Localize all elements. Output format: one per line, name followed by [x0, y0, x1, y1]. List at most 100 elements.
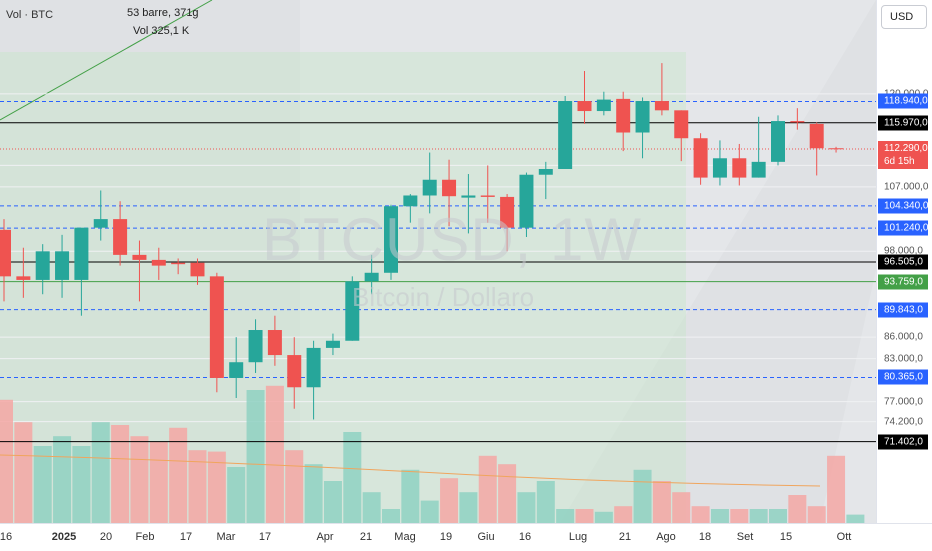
time-tick-label: Ago [656, 531, 676, 543]
candle [635, 97, 650, 159]
candle-body [0, 229, 11, 277]
candle-body [654, 101, 669, 111]
volume-bar [749, 509, 768, 523]
candle-body [732, 158, 747, 178]
candle [287, 337, 302, 409]
countdown-label: 6d 15h [884, 156, 915, 168]
candle [712, 140, 727, 186]
candle [558, 96, 573, 170]
candle-body [16, 276, 31, 280]
price-tick-label: 77.000,0 [884, 396, 923, 408]
candle [790, 108, 805, 130]
candle [461, 174, 476, 234]
price-level-tag: 112.290,0 6d 15h [878, 141, 928, 170]
candle [74, 227, 89, 316]
candles [0, 63, 844, 420]
volume-bar [91, 422, 110, 523]
candle [500, 194, 515, 252]
candle-body [325, 340, 340, 348]
time-tick-label: 16 [0, 531, 13, 543]
candle-body [577, 101, 592, 112]
currency-button[interactable]: USD [881, 5, 927, 29]
grid-lines [0, 93, 876, 423]
price-level-tag: 118.940,0 [878, 93, 928, 109]
candle-body [229, 362, 244, 378]
time-tick-label: 15 [779, 531, 793, 543]
candle-body [132, 254, 147, 260]
time-tick-label: 18 [698, 531, 712, 543]
candlestick-chart[interactable] [0, 0, 876, 523]
volume-bar [691, 506, 710, 523]
volume-indicator-label: Vol · BTC [6, 9, 54, 21]
time-tick-label: 16 [518, 531, 532, 543]
time-tick-label: 19 [439, 531, 453, 543]
time-tick-label: Mar [216, 531, 236, 543]
volume-bars [0, 385, 865, 523]
candle [403, 194, 418, 223]
candle-body [171, 262, 186, 265]
candle-body [384, 206, 398, 273]
time-tick-label: 20 [99, 531, 113, 543]
volume-bar [207, 451, 226, 523]
volume-bar [478, 455, 497, 523]
price-level-tag: 93.759,0 [878, 274, 928, 290]
volume-bar [594, 511, 613, 523]
candle [267, 315, 282, 366]
candle [480, 165, 495, 223]
volume-bar [169, 427, 188, 523]
candle [364, 254, 379, 295]
volume-bar [614, 506, 633, 523]
candle [693, 133, 708, 185]
volume-bar [362, 492, 381, 523]
volume-bar [343, 432, 362, 523]
time-tick-label: 21 [618, 531, 632, 543]
candle [577, 70, 592, 124]
candle [93, 190, 108, 241]
price-level-tag: 71.402,0 [878, 434, 928, 450]
candle [248, 319, 263, 373]
time-tick-label: 2025 [51, 531, 77, 543]
volume-bar [788, 495, 807, 523]
price-tick-label: 107.000,0 [884, 181, 929, 193]
candle-body [751, 161, 766, 178]
volume-bar [517, 492, 536, 523]
time-tick-label: 17 [258, 531, 272, 543]
range-info: 53 barre, 371g [127, 7, 199, 19]
volume-bar [556, 509, 575, 523]
candle-body [267, 330, 282, 356]
candle-body [190, 262, 205, 277]
chart-plot-area[interactable]: Vol · BTC 53 barre, 371g Vol 325,1 K BTC… [0, 0, 876, 523]
volume-bar [459, 492, 478, 523]
price-level-tag: 115.970,0 [878, 115, 928, 131]
volume-bar [769, 509, 787, 523]
time-axis[interactable] [0, 523, 932, 551]
candle-body [151, 259, 166, 266]
price-level-tag: 101.240,0 [878, 220, 929, 236]
price-tick-label: 74.200,0 [884, 416, 923, 428]
volume-bar [285, 450, 304, 523]
volume-bar [227, 467, 246, 523]
volume-bar [420, 500, 439, 523]
price-tick-label: 83.000,0 [884, 353, 923, 365]
price-level-value: 112.290,0 [884, 143, 928, 155]
candle [654, 63, 669, 116]
trend-line [0, 0, 213, 121]
time-tick-label: 21 [359, 531, 373, 543]
candle [113, 201, 128, 266]
volume-bar [652, 481, 671, 523]
candle-body [35, 251, 50, 280]
volume-bar [710, 509, 729, 523]
candle [538, 161, 553, 200]
candle [732, 143, 747, 186]
time-tick-label: Giu [477, 531, 495, 543]
volume-bar [846, 514, 865, 523]
volume-bar [827, 455, 846, 523]
price-level-tag: 96.505,0 [878, 254, 928, 270]
volume-bar [382, 509, 400, 523]
volume-info: Vol 325,1 K [133, 25, 190, 37]
candle [616, 91, 631, 152]
candle [751, 116, 766, 178]
price-level-tag: 89.843,0 [878, 302, 928, 318]
candle [55, 234, 70, 298]
candle [345, 276, 360, 341]
